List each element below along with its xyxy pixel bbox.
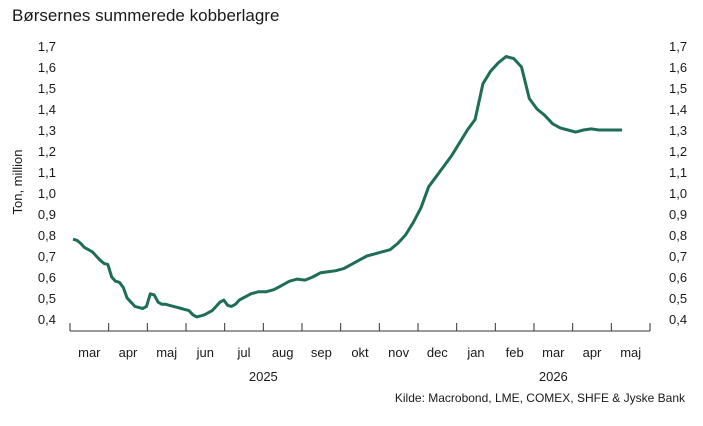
x-axis-ticks	[69, 323, 651, 331]
y-tick-label-left: 1,0	[38, 186, 56, 201]
y-tick-label-left: 1,7	[38, 39, 56, 54]
y-tick-label-left: 0,8	[38, 228, 56, 243]
y-tick-label-left: 1,4	[38, 102, 56, 117]
y-tick-label-left: 0,6	[38, 270, 56, 285]
y-tick-label-right: 1,6	[669, 60, 687, 75]
y-tick-label-right: 0,8	[669, 228, 687, 243]
x-tick-label: jan	[466, 345, 484, 360]
y-tick-label-right: 1,0	[669, 186, 687, 201]
x-tick-label: jun	[196, 345, 214, 360]
y-tick-label-left: 1,6	[38, 60, 56, 75]
y-axis-title: Ton, million	[10, 149, 25, 214]
y-tick-label-right: 1,5	[669, 81, 687, 96]
x-tick-label: aug	[272, 345, 294, 360]
source-note: Kilde: Macrobond, LME, COMEX, SHFE & Jys…	[394, 391, 685, 405]
x-tick-label: nov	[388, 345, 409, 360]
y-tick-label-left: 1,1	[38, 165, 56, 180]
y-tick-label-right: 1,1	[669, 165, 687, 180]
y-tick-label-left: 0,4	[38, 312, 56, 327]
y-tick-label-left: 1,2	[38, 144, 56, 159]
x-tick-label: mar	[542, 345, 565, 360]
y-tick-label-right: 1,4	[669, 102, 687, 117]
x-tick-label: jul	[236, 345, 250, 360]
year-labels: 2025 2026	[249, 369, 568, 384]
y-tick-label-left: 0,9	[38, 207, 56, 222]
x-tick-label: apr	[583, 345, 602, 360]
y-tick-label-left: 1,3	[38, 123, 56, 138]
y-tick-label-right: 1,7	[669, 39, 687, 54]
x-tick-label: maj	[156, 345, 177, 360]
y-tick-label-right: 0,6	[669, 270, 687, 285]
y-tick-label-left: 0,7	[38, 249, 56, 264]
y-tick-label-right: 0,7	[669, 249, 687, 264]
x-tick-label: sep	[311, 345, 332, 360]
y-tick-label-right: 0,5	[669, 291, 687, 306]
year-label: 2025	[249, 369, 278, 384]
x-tick-label: okt	[351, 345, 369, 360]
x-tick-label: feb	[506, 345, 524, 360]
y-tick-label-right: 1,2	[669, 144, 687, 159]
series-line	[72, 55, 623, 319]
y-axis-right: 0,4 0,5 0,6 0,7 0,8 0,9 1,0 1,1 1,2 1,3 1,4 1,5 1,6 1…	[669, 39, 687, 327]
x-tick-label: maj	[620, 345, 641, 360]
year-label: 2026	[539, 369, 568, 384]
chart-title: Børsernes summerede kobberlagre	[12, 6, 280, 25]
y-tick-label-right: 1,3	[669, 123, 687, 138]
y-tick-label-right: 0,9	[669, 207, 687, 222]
x-tick-label: dec	[427, 345, 448, 360]
y-tick-label-right: 0,4	[669, 312, 687, 327]
x-axis-labels: mar apr maj jun jul aug sep okt nov dec jan feb mar a…	[78, 345, 641, 360]
x-tick-label: apr	[119, 345, 138, 360]
y-axis-left: 0,4 0,5 0,6 0,7 0,8 0,9 1,0 1,1 1,2 1,3 1,4 1,5 1,6 1…	[38, 39, 56, 327]
y-tick-label-left: 1,5	[38, 81, 56, 96]
y-tick-label-left: 0,5	[38, 291, 56, 306]
x-tick-label: mar	[78, 345, 101, 360]
